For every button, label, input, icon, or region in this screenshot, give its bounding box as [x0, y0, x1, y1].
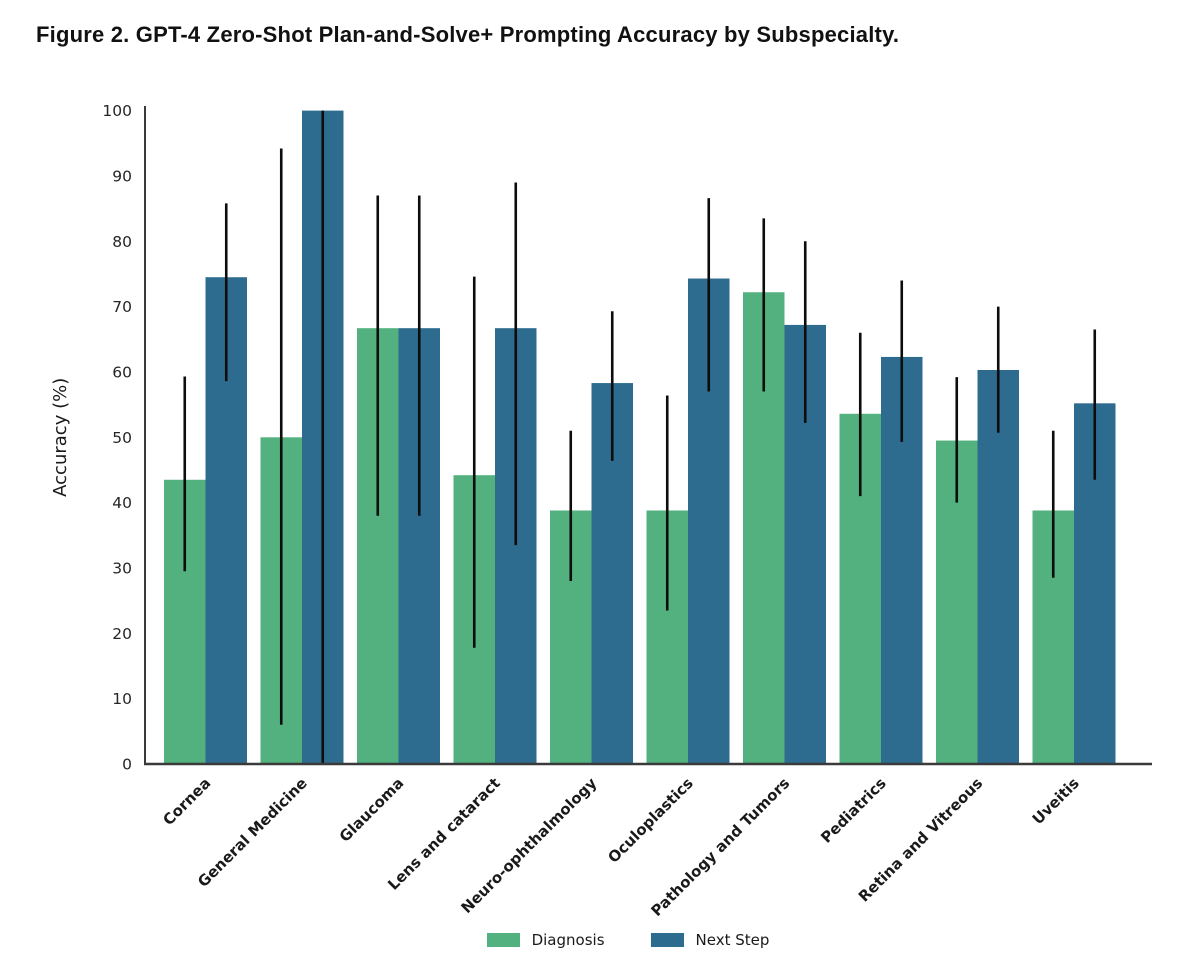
legend-label-diagnosis: Diagnosis: [531, 931, 605, 949]
x-axis-label-pediatrics: Pediatrics: [817, 774, 890, 847]
y-axis-title: Accuracy (%): [50, 378, 71, 497]
y-tick-label-100: 100: [102, 102, 132, 120]
figure-caption: Figure 2. GPT-4 Zero-Shot Plan-and-Solve…: [36, 22, 900, 47]
x-axis-label-cornea: Cornea: [159, 774, 214, 829]
y-tick-label-0: 0: [122, 756, 132, 774]
legend-item-next-step: Next Step: [650, 931, 770, 949]
y-tick-label-80: 80: [112, 233, 132, 251]
bar-next-step-retina-and-vitreous: [977, 369, 1019, 764]
legend-swatch-next-step: [650, 933, 684, 947]
y-tick-label-60: 60: [112, 363, 132, 381]
y-tick-label-70: 70: [112, 298, 132, 316]
legend-swatch-diagnosis: [486, 933, 520, 947]
x-axis-label-glaucoma: Glaucoma: [336, 774, 408, 846]
x-axis-label-general-medicine: General Medicine: [194, 774, 311, 891]
y-tick-label-20: 20: [112, 625, 132, 643]
x-axis-label-uveitis: Uveitis: [1029, 774, 1083, 828]
y-tick-label-50: 50: [112, 429, 132, 447]
y-tick-label-30: 30: [112, 559, 132, 577]
legend-label-next-step: Next Step: [695, 931, 770, 949]
x-axis-label-oculoplastics: Oculoplastics: [604, 774, 697, 867]
y-tick-label-90: 90: [112, 167, 132, 185]
y-tick-label-40: 40: [112, 494, 132, 512]
legend-item-diagnosis: Diagnosis: [486, 931, 605, 949]
y-tick-label-10: 10: [112, 690, 132, 708]
chart-legend: Diagnosis Next Step: [28, 931, 1200, 949]
